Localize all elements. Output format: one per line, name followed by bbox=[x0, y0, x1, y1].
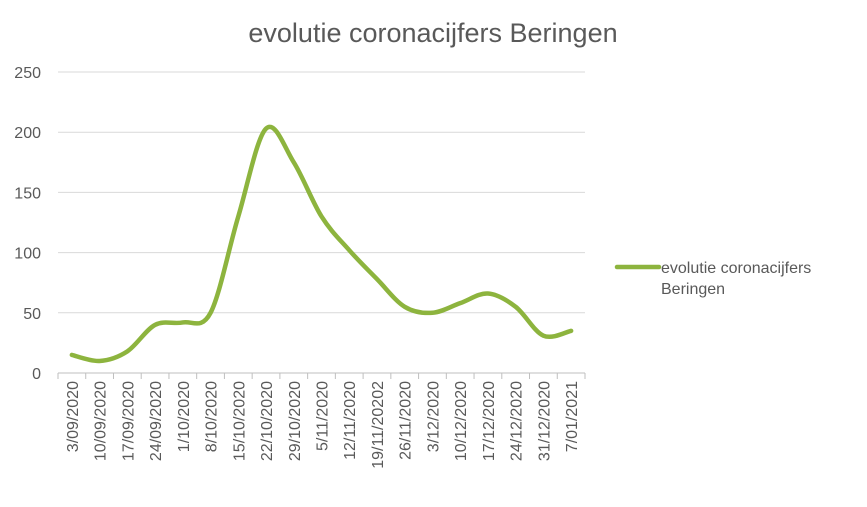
chart-title: evolutie coronacijfers Beringen bbox=[248, 18, 617, 48]
y-tick-label: 150 bbox=[14, 185, 41, 202]
x-tick-label: 24/09/2020 bbox=[148, 381, 165, 461]
series-layer bbox=[69, 124, 574, 364]
y-tick-label: 250 bbox=[14, 65, 41, 82]
x-axis: 3/09/2020 10/09/2020 17/09/2020 24/09/2020 1… bbox=[57, 372, 586, 469]
x-tick-label: 3/12/2020 bbox=[425, 381, 442, 452]
x-tick-label: 29/10/2020 bbox=[287, 381, 304, 461]
gridlines bbox=[58, 71, 585, 314]
x-tick-label: 26/11/2020 bbox=[398, 381, 415, 460]
x-tick-label: 19/11/20202 bbox=[370, 381, 387, 469]
series-line bbox=[69, 124, 574, 364]
x-tick-label: 5/11/2020 bbox=[315, 381, 332, 451]
y-tick-label: 0 bbox=[32, 366, 41, 383]
y-axis: 0 50 100 150 200 250 bbox=[14, 65, 41, 383]
x-tick-label: 10/09/2020 bbox=[93, 381, 110, 461]
x-tick-label: 17/09/2020 bbox=[120, 381, 137, 461]
x-tick-label: 22/10/2020 bbox=[259, 381, 276, 461]
legend: evolutie coronacijfers Beringen bbox=[614, 260, 811, 298]
x-tick-label: 24/12/2020 bbox=[509, 381, 526, 461]
x-tick-label: 12/11/2020 bbox=[342, 381, 359, 460]
x-tick-label: 7/01/2021 bbox=[564, 381, 581, 452]
y-tick-label: 50 bbox=[23, 306, 41, 323]
y-tick-label: 100 bbox=[14, 246, 41, 263]
x-tick-label: 15/10/2020 bbox=[231, 381, 248, 461]
legend-label: Beringen bbox=[661, 281, 725, 298]
x-tick-label: 17/12/2020 bbox=[481, 381, 498, 461]
x-tick-label: 8/10/2020 bbox=[204, 381, 221, 452]
x-tick-label: 1/10/2020 bbox=[176, 381, 193, 452]
x-tick-label: 10/12/2020 bbox=[453, 381, 470, 461]
legend-label: evolutie coronacijfers bbox=[661, 260, 811, 277]
x-tick-label: 31/12/2020 bbox=[536, 381, 553, 461]
y-tick-label: 200 bbox=[14, 125, 41, 142]
x-tick-label: 3/09/2020 bbox=[65, 381, 82, 452]
